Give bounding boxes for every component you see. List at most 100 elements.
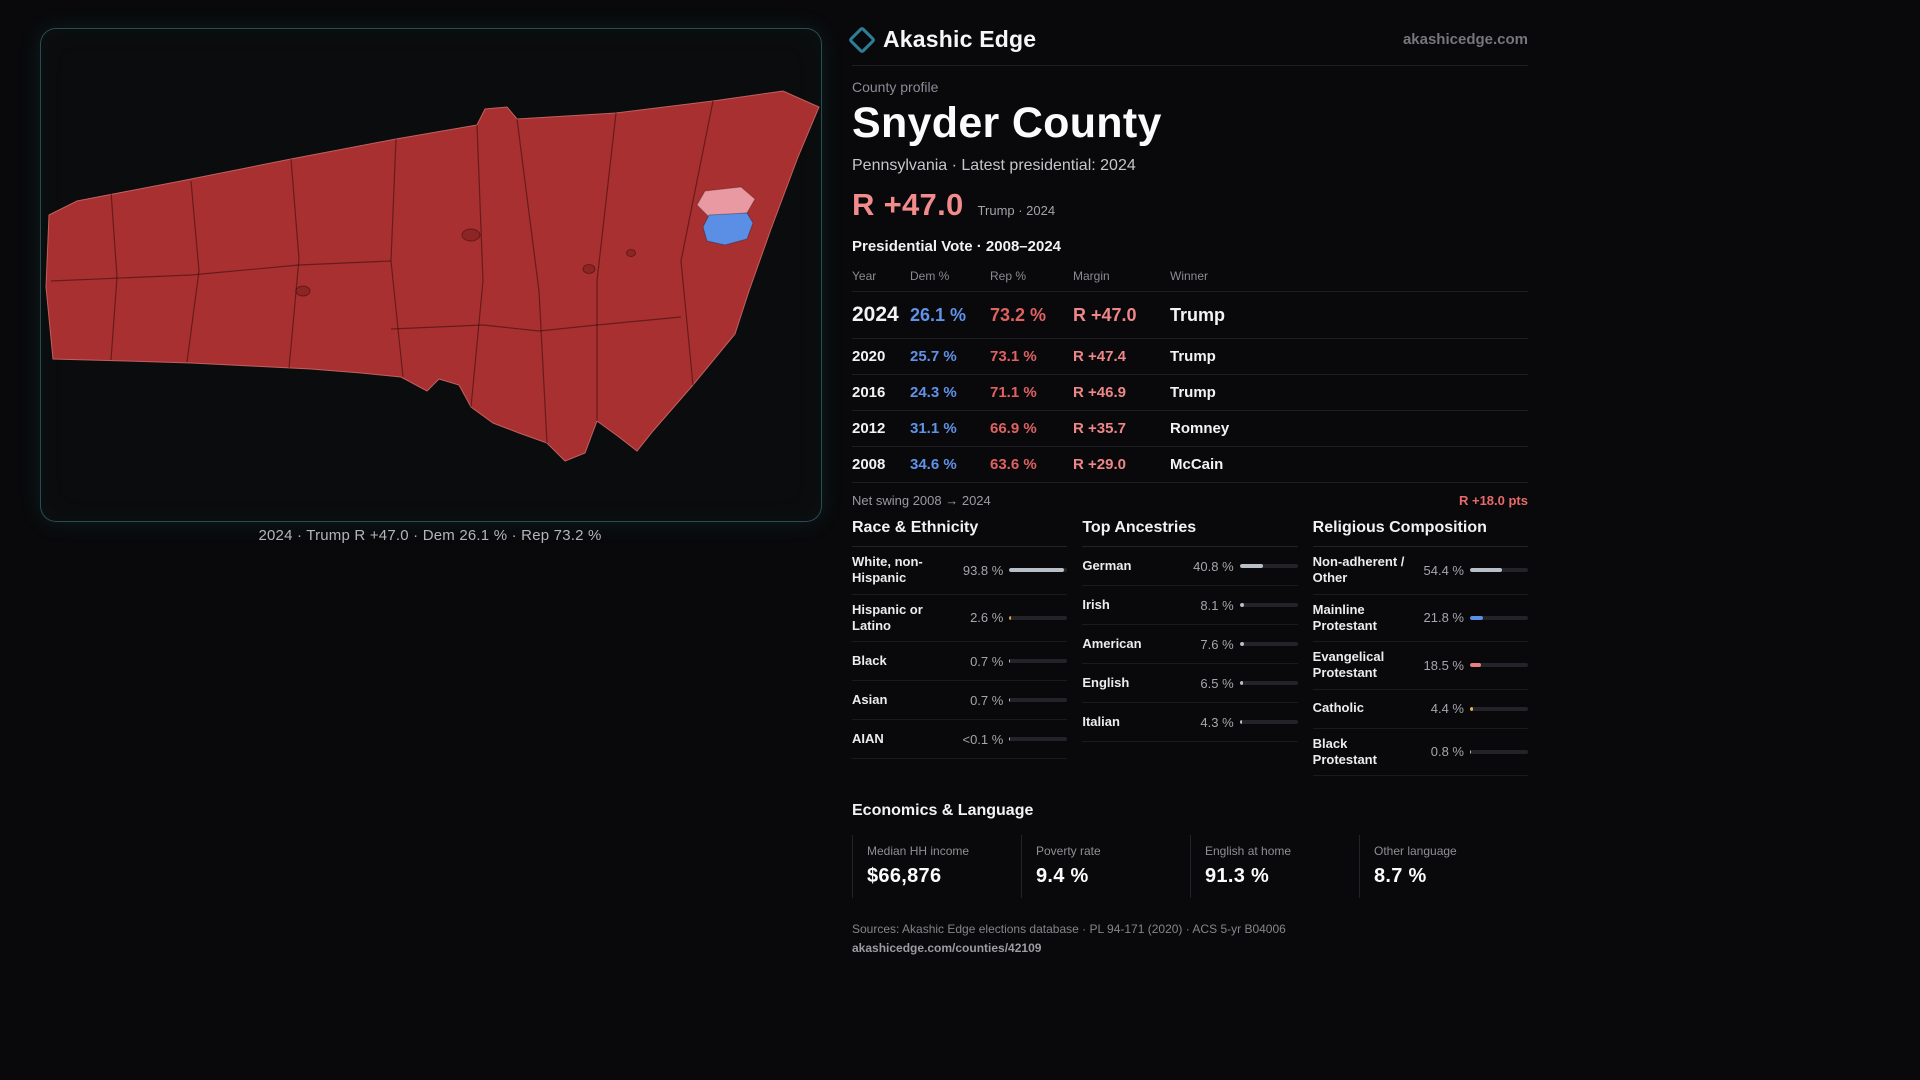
race-title: Race & Ethnicity [852, 519, 1068, 547]
demo-row: Black 0.7 % [852, 642, 1068, 681]
sources-line: Sources: Akashic Edge elections database… [852, 922, 1286, 936]
precinct-blue [702, 212, 754, 246]
demo-row: Irish 8.1 % [1082, 586, 1298, 625]
bar-fill [1469, 568, 1502, 573]
economics-section: Economics & Language Median HH income $6… [852, 802, 1528, 898]
bar-fill [1469, 663, 1481, 668]
stat-poverty-rate: Poverty rate 9.4 % [1021, 835, 1190, 898]
year-cell: 2008 [852, 456, 886, 473]
stat-english-at-home: English at home 91.3 % [1190, 835, 1359, 898]
bar-track [1469, 706, 1528, 711]
demo-row: Hispanic or Latino 2.6 % [852, 595, 1068, 642]
election-row-2008: 2008 34.6 % 63.6 % R +29.0 McCain [852, 447, 1528, 483]
rep-cell: 73.2 % [990, 305, 1047, 325]
map-panel [40, 28, 822, 522]
net-swing: Net swing 2008 → 2024 R +18.0 pts [852, 483, 1528, 514]
demo-row: Italian 4.3 % [1082, 703, 1298, 742]
bar-fill [1239, 681, 1244, 685]
bar-track [1009, 615, 1068, 620]
bar-fill [1009, 659, 1011, 663]
year-cell: 2020 [852, 348, 886, 365]
bar-fill [1469, 615, 1483, 620]
col-margin: Margin [1073, 269, 1110, 283]
headline-context: Trump · 2024 [977, 203, 1056, 218]
dem-cell: 25.7 % [910, 348, 957, 365]
brand-name: Akashic Edge [883, 26, 1037, 52]
bar-fill [1469, 706, 1473, 711]
bar-fill [1469, 749, 1471, 754]
bar-track [1009, 698, 1068, 702]
bar-track [1469, 749, 1528, 754]
col-rep: Rep % [990, 269, 1027, 283]
bar-track [1009, 659, 1068, 663]
bar-fill [1009, 737, 1011, 741]
demographics-section: Race & Ethnicity White, non-Hispanic 93.… [852, 519, 1528, 776]
col-year: Year [852, 269, 877, 283]
map-caption: 2024 · Trump R +47.0 · Dem 26.1 % · Rep … [258, 527, 602, 544]
winner-cell: Trump [1170, 305, 1226, 325]
township-borders [50, 100, 714, 444]
year-cell: 2012 [852, 420, 886, 437]
demo-row: Catholic 4.4 % [1312, 690, 1528, 729]
subtitle: Pennsylvania · Latest presidential: 2024 [852, 157, 1136, 174]
header: Akashic Edge akashicedge.com [847, 25, 1528, 66]
bar-track [1469, 615, 1528, 620]
demo-row: Asian 0.7 % [852, 681, 1068, 720]
demo-row: Mainline Protestant 21.8 % [1312, 595, 1528, 642]
county-profile-card: Akashic Edge akashicedge.com County prof… [847, 25, 1528, 958]
margin-cell: R +47.0 [1073, 305, 1137, 325]
bar-track [1239, 720, 1298, 724]
election-table-title: Presidential Vote · 2008–2024 [852, 238, 1062, 255]
bar-fill [1009, 568, 1064, 573]
bar-fill [1239, 642, 1245, 646]
bar-fill [1009, 615, 1011, 620]
bar-track [1469, 663, 1528, 668]
bar-fill [1239, 564, 1264, 568]
headline-margin: R +47.0 [852, 187, 964, 222]
dem-cell: 31.1 % [910, 420, 957, 437]
demo-row: Non-adherent / Other 54.4 % [1312, 547, 1528, 595]
rep-cell: 73.1 % [990, 348, 1037, 365]
bar-track [1239, 642, 1298, 646]
borough-marks [295, 228, 636, 297]
bar-track [1009, 737, 1068, 741]
dem-cell: 34.6 % [910, 456, 957, 473]
bar-track [1239, 681, 1298, 685]
religion-title: Religious Composition [1312, 519, 1528, 547]
demo-row: English 6.5 % [1082, 664, 1298, 703]
col-dem: Dem % [910, 269, 950, 283]
demo-row: American 7.6 % [1082, 625, 1298, 664]
rep-cell: 66.9 % [990, 420, 1037, 437]
page-title: Snyder County [852, 99, 1162, 147]
demo-row: Evangelical Protestant 18.5 % [1312, 642, 1528, 690]
rep-cell: 71.1 % [990, 384, 1037, 401]
race-column: Race & Ethnicity White, non-Hispanic 93.… [852, 519, 1068, 759]
col-winner: Winner [1170, 269, 1209, 283]
election-table-header: Year Dem % Rep % Margin Winner [852, 263, 1528, 292]
brand-domain: akashicedge.com [1402, 31, 1528, 48]
economics-stats: Median HH income $66,876 Poverty rate 9.… [852, 835, 1528, 898]
stat-median-income: Median HH income $66,876 [852, 835, 1021, 898]
net-swing-label: Net swing 2008 → 2024 [852, 493, 991, 508]
stat-other-language: Other language 8.7 % [1359, 835, 1528, 898]
county-shape [45, 90, 820, 462]
year-cell: 2016 [852, 384, 886, 401]
net-swing-value: R +18.0 pts [1458, 493, 1528, 508]
bar-fill [1009, 698, 1011, 702]
religion-column: Religious Composition Non-adherent / Oth… [1312, 519, 1528, 776]
permalink: akashicedge.com/counties/42109 [852, 941, 1042, 956]
margin-cell: R +29.0 [1073, 456, 1126, 473]
bar-fill [1239, 720, 1243, 724]
election-row-2024: 2024 26.1 % 73.2 % R +47.0 Trump [852, 292, 1528, 339]
winner-cell: Trump [1170, 384, 1216, 401]
county-map [45, 90, 820, 462]
margin-cell: R +46.9 [1073, 384, 1126, 401]
brand: Akashic Edge [847, 25, 1037, 54]
margin-cell: R +35.7 [1073, 420, 1126, 437]
winner-cell: Trump [1170, 348, 1216, 365]
winner-cell: Romney [1170, 420, 1230, 437]
kicker: County profile [852, 79, 939, 95]
bar-track [1469, 568, 1528, 573]
footer: Sources: Akashic Edge elections database… [852, 920, 1528, 958]
ancestries-column: Top Ancestries German 40.8 % Irish 8.1 %… [1082, 519, 1298, 742]
